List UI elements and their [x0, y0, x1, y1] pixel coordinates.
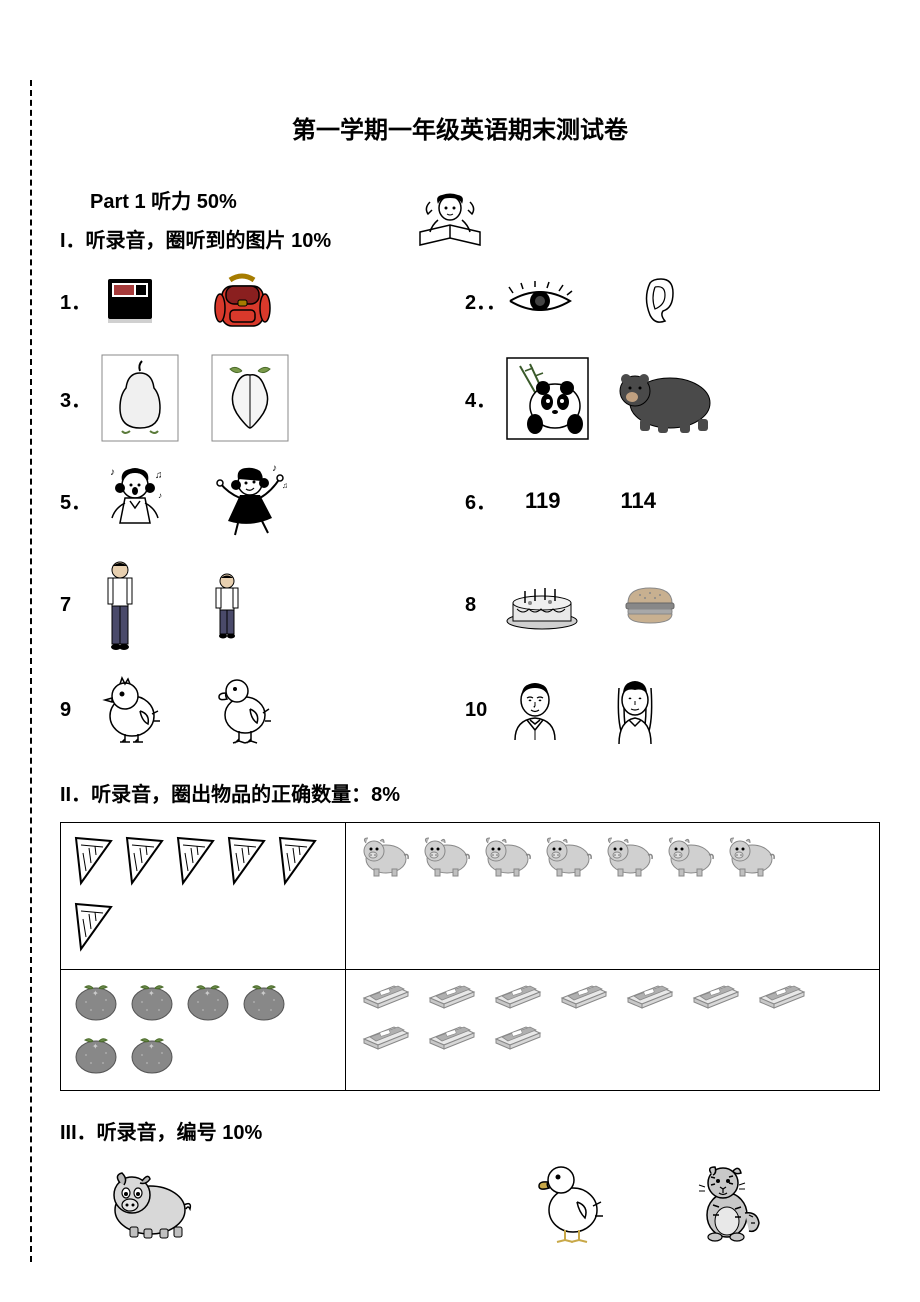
tiger-icon [685, 1163, 765, 1243]
svg-text:♪: ♪ [110, 467, 115, 478]
pig-small-icon [722, 833, 777, 883]
book-icon [100, 273, 160, 328]
svg-text:♫: ♫ [282, 481, 288, 490]
cell-erasers [345, 970, 879, 1091]
q6-option1: 119 [525, 488, 561, 514]
burger-icon [620, 583, 680, 628]
orange-icon: ✦ [127, 980, 177, 1027]
cell-triangles [61, 823, 346, 970]
backpack-icon [210, 268, 275, 333]
panda-icon [505, 356, 590, 441]
man-face-icon [505, 678, 565, 743]
pig-small-icon [600, 833, 655, 883]
eraser-icon [422, 980, 482, 1015]
girl-singing-icon: ♪ ♫ ♪ [100, 463, 170, 538]
orange-icon: ✦ [71, 980, 121, 1027]
eye-icon [505, 281, 575, 321]
eraser-icon [554, 980, 614, 1015]
svg-text:✦: ✦ [148, 989, 155, 998]
pig-small-icon [478, 833, 533, 883]
question-row-3: 5． ♪ ♫ [60, 463, 870, 538]
svg-text:♪: ♪ [158, 491, 162, 500]
pig-small-icon [661, 833, 716, 883]
q8-number: 8 [465, 594, 495, 617]
orange-icon: ✦ [239, 980, 289, 1027]
q5-number: 5． [60, 486, 90, 515]
eraser-icon [488, 980, 548, 1015]
tall-man-icon [100, 558, 140, 653]
eraser-icon [356, 1021, 416, 1056]
svg-text:♪: ♪ [272, 463, 277, 474]
woman-face-icon [605, 676, 665, 746]
svg-text:✦: ✦ [260, 989, 267, 998]
chick-icon [100, 676, 165, 746]
q10-number: 10 [465, 699, 495, 722]
eraser-icon [752, 980, 812, 1015]
short-man-icon [210, 571, 245, 641]
ear-icon [635, 273, 685, 328]
eraser-icon [620, 980, 680, 1015]
pig-large-icon [100, 1165, 195, 1240]
q6-number: 6． [465, 486, 495, 515]
cake-icon [505, 581, 580, 631]
svg-text:✦: ✦ [92, 1042, 99, 1051]
triangle-ruler-icon [71, 833, 116, 893]
cell-pigs [345, 823, 879, 970]
question-row-2: 3． [60, 353, 870, 443]
bear-icon [610, 361, 720, 436]
pear-icon [100, 353, 180, 443]
peach-icon [210, 353, 290, 443]
pig-small-icon [356, 833, 411, 883]
orange-icon: ✦ [71, 1033, 121, 1080]
reading-girl-icon [400, 190, 500, 255]
q1-number: 1． [60, 286, 90, 315]
girl-dancing-icon: ♪ ♫ [210, 463, 290, 538]
q9-number: 9 [60, 699, 90, 722]
orange-icon: ✦ [183, 980, 233, 1027]
triangle-ruler-icon [71, 899, 116, 959]
duck-icon [215, 673, 275, 748]
question-row-4: 7 [60, 558, 870, 653]
svg-text:♫: ♫ [155, 470, 163, 481]
eraser-icon [488, 1021, 548, 1056]
q3-number: 3． [60, 384, 90, 413]
triangle-ruler-icon [122, 833, 167, 893]
svg-text:✦: ✦ [148, 1042, 155, 1051]
content-area: Part 1 听力 50% I．听录音，圈听到的图片 10% 1． [60, 185, 870, 1245]
left-dashed-line [30, 80, 32, 1262]
q7-number: 7 [60, 594, 90, 617]
section3-header: III．听录音，编号 10% [60, 1116, 870, 1145]
section3-items [90, 1160, 870, 1245]
orange-icon: ✦ [127, 1033, 177, 1080]
svg-text:✦: ✦ [92, 989, 99, 998]
eraser-icon [686, 980, 746, 1015]
triangle-ruler-icon [173, 833, 218, 893]
exam-page: 第一学期一年级英语期末测试卷 Part 1 听力 50% I．听录音，圈听到的图… [0, 0, 920, 1302]
eraser-icon [422, 1021, 482, 1056]
question-row-1: 1． [60, 268, 870, 333]
svg-text:✦: ✦ [204, 989, 211, 998]
eraser-icon [356, 980, 416, 1015]
counting-table: ✦ ✦ ✦ ✦ ✦ ✦ [60, 822, 880, 1091]
triangle-ruler-icon [275, 833, 320, 893]
section2-header: II．听录音，圈出物品的正确数量：8% [60, 778, 870, 807]
pig-small-icon [417, 833, 472, 883]
duck-large-icon [535, 1160, 605, 1245]
q6-option2: 114 [621, 488, 657, 514]
pig-small-icon [539, 833, 594, 883]
q4-number: 4． [465, 384, 495, 413]
q2-number: 2．． [465, 286, 495, 315]
question-row-5: 9 [60, 673, 870, 748]
triangle-ruler-icon [224, 833, 269, 893]
cell-oranges: ✦ ✦ ✦ ✦ ✦ ✦ [61, 970, 346, 1091]
exam-title: 第一学期一年级英语期末测试卷 [50, 110, 870, 145]
